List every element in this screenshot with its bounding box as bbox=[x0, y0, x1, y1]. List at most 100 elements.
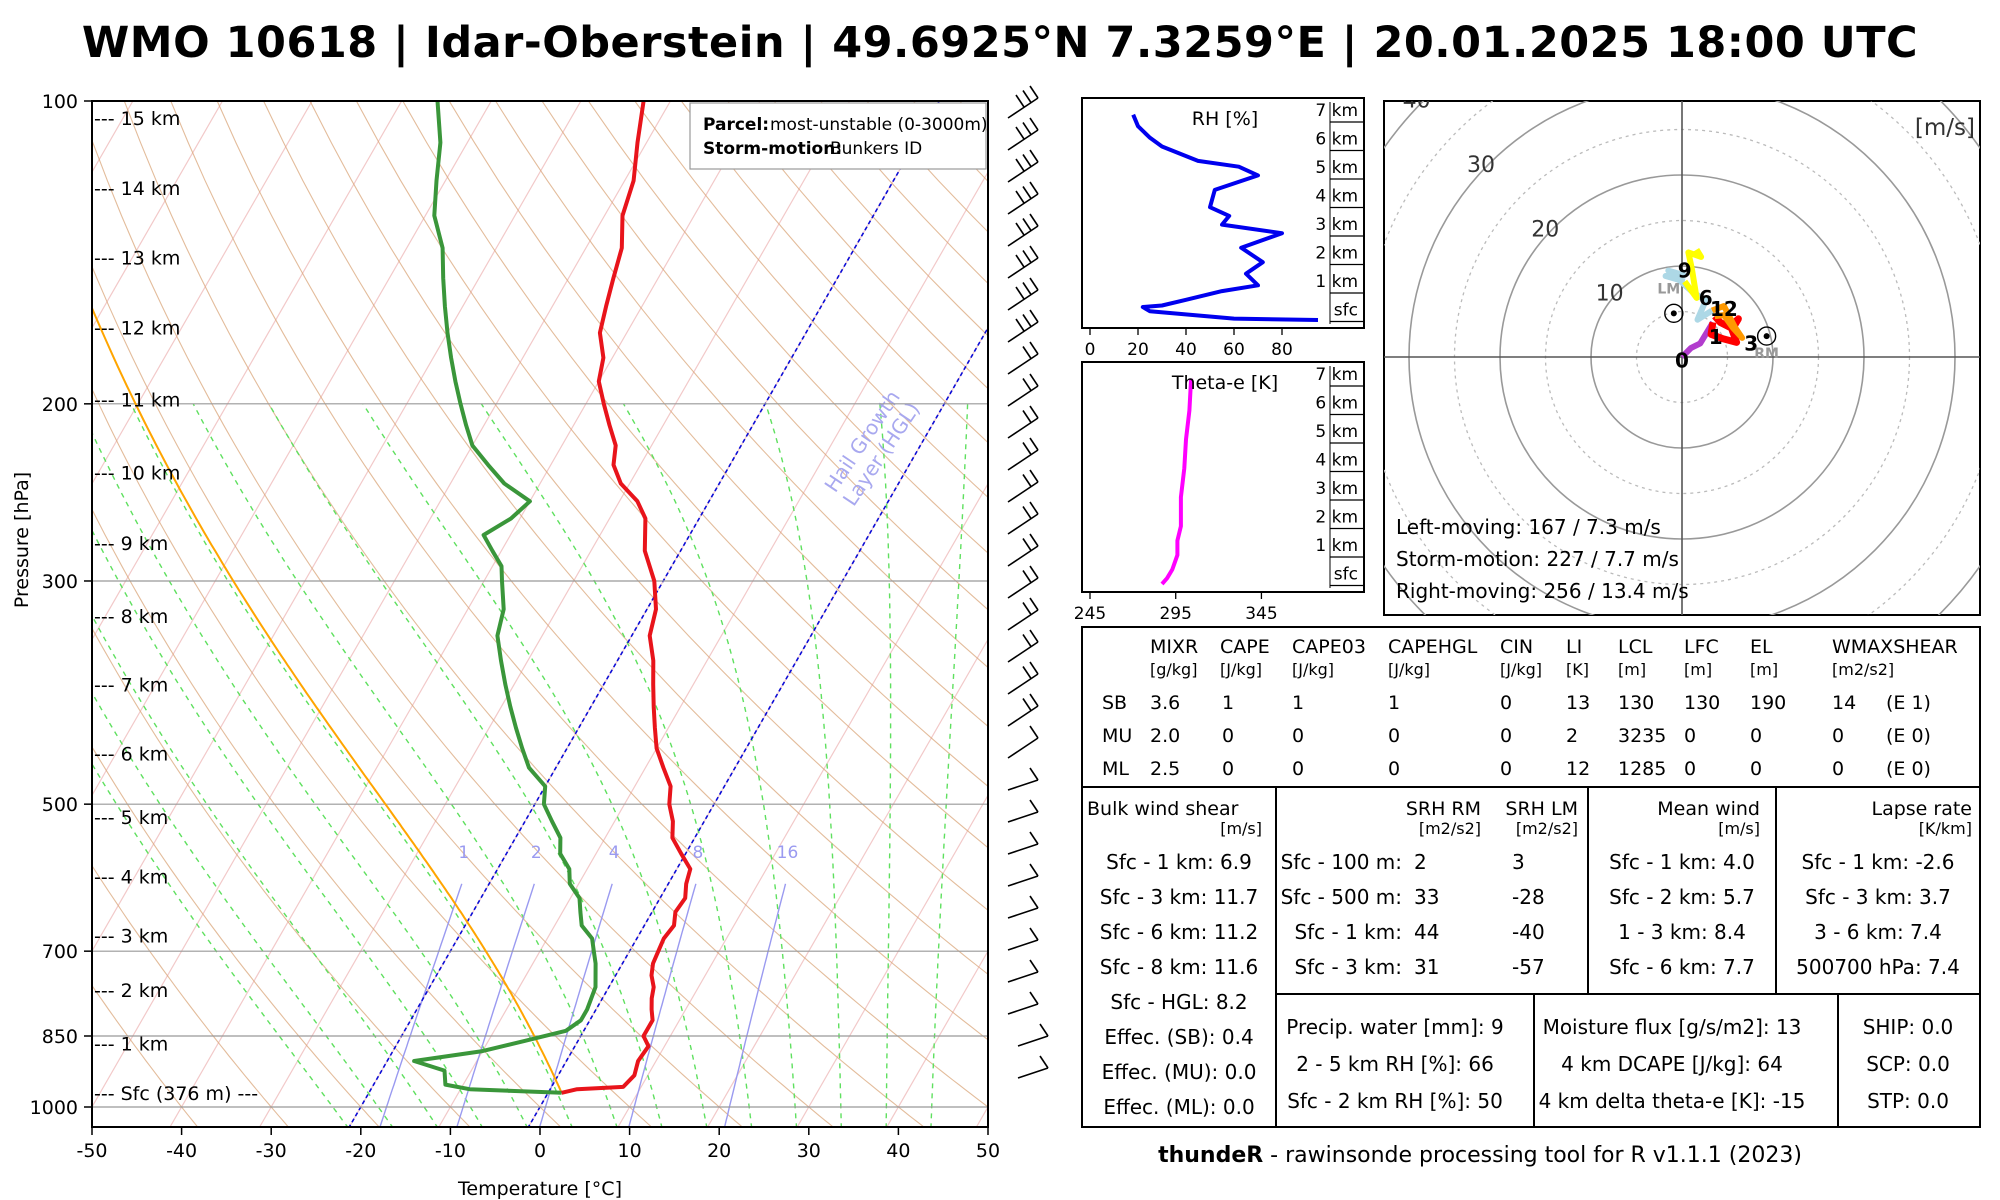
moist-adiabat bbox=[130, 403, 573, 1127]
param-cell: 0 bbox=[1750, 725, 1762, 747]
param-cell: 0 bbox=[1684, 725, 1696, 747]
moist-adiabat bbox=[362, 403, 708, 1127]
param-unit: [m2/s2] bbox=[1832, 660, 1894, 679]
dry-adiabat bbox=[92, 745, 380, 1127]
hodo-line-right: Right-moving: 256 / 13.4 m/s bbox=[1396, 579, 1689, 603]
shear-value: Effec. (ML): 0.0 bbox=[1103, 1095, 1254, 1119]
shear-value: Sfc - 6 km: 11.2 bbox=[1100, 920, 1258, 944]
x-tick-label: -40 bbox=[166, 1140, 197, 1162]
param-header: CAPE bbox=[1220, 636, 1270, 658]
dry-adiabat bbox=[216, 101, 988, 1041]
parcel-legend-box bbox=[689, 102, 987, 170]
srh-label: Sfc - 3 km: bbox=[1294, 955, 1402, 979]
x-axis-label: Temperature [°C] bbox=[457, 1178, 622, 1200]
hodograph-unit: [m/s] bbox=[1915, 115, 1975, 141]
param-cell: 0 bbox=[1292, 725, 1304, 747]
panel-height-label: 5 km bbox=[1315, 422, 1358, 442]
panel-height-label: 2 km bbox=[1315, 244, 1358, 264]
wind-barb bbox=[1007, 213, 1039, 247]
rh-title: RH [%] bbox=[1192, 108, 1258, 130]
wind-barb bbox=[1007, 533, 1039, 567]
moist-adiabat bbox=[480, 403, 753, 1127]
param-cell: SB bbox=[1102, 692, 1127, 714]
height-label: --- 14 km bbox=[94, 178, 180, 200]
panel-x-tick-label: 60 bbox=[1223, 340, 1245, 360]
moisture-flux-value: Moisture flux [g/s/m2]: 13 bbox=[1543, 1015, 1802, 1039]
dry-adiabat bbox=[494, 101, 988, 669]
dry-adiabat bbox=[170, 101, 988, 1108]
isotherm bbox=[706, 638, 988, 1127]
dry-adiabat bbox=[587, 101, 988, 554]
height-label: --- 1 km bbox=[94, 1034, 168, 1056]
dry-adiabat bbox=[92, 627, 471, 1127]
dry-adiabat bbox=[262, 101, 988, 975]
y-tick-label: 1000 bbox=[30, 1097, 78, 1119]
isotherm bbox=[796, 794, 988, 1127]
height-label: --- 10 km bbox=[94, 462, 180, 484]
param-unit: [J/kg] bbox=[1292, 660, 1334, 679]
hodograph-height-mark: 1 bbox=[1709, 325, 1723, 349]
parcel-profile bbox=[92, 305, 563, 1094]
chart-title: WMO 10618 | Idar-Oberstein | 49.6925°N 7… bbox=[81, 18, 1919, 68]
param-cell: 0 bbox=[1222, 758, 1234, 780]
dry-adiabat bbox=[402, 101, 988, 788]
srh-label: Sfc - 500 m: bbox=[1281, 885, 1402, 909]
moist-adiabat bbox=[92, 762, 349, 1127]
param-header: WMAXSHEAR bbox=[1832, 636, 1958, 658]
param-cell: (E 0) bbox=[1886, 758, 1931, 780]
param-cell: 190 bbox=[1750, 692, 1786, 714]
footer-tool: thundeR bbox=[1158, 1143, 1264, 1168]
moist-adiabat bbox=[192, 403, 618, 1127]
param-cell: 2.5 bbox=[1150, 758, 1180, 780]
dewpoint-profile bbox=[412, 101, 598, 1095]
rh-profile bbox=[1131, 113, 1319, 322]
wind-barb bbox=[1007, 341, 1039, 375]
param-cell: 1 bbox=[1222, 692, 1234, 714]
param-unit: [m] bbox=[1684, 660, 1712, 679]
param-cell: MU bbox=[1102, 725, 1132, 747]
height-label: --- 11 km bbox=[94, 389, 180, 411]
wind-barb bbox=[1007, 863, 1039, 887]
mixing-ratio-line bbox=[628, 883, 697, 1127]
param-unit: [K] bbox=[1566, 660, 1589, 679]
x-tick-label: 50 bbox=[976, 1140, 1000, 1162]
srh-rm-unit: [m2/s2] bbox=[1419, 819, 1481, 838]
wind-barb bbox=[1007, 309, 1039, 343]
wind-barb bbox=[1007, 501, 1039, 535]
moist-adiabat bbox=[879, 403, 892, 1127]
panel-height-label: 7 km bbox=[1315, 365, 1358, 385]
wind-barb bbox=[1007, 725, 1039, 759]
isotherm bbox=[617, 482, 988, 1127]
storm-value: Bunkers ID bbox=[830, 139, 922, 159]
panel-height-label: sfc bbox=[1334, 301, 1358, 321]
param-cell: 0 bbox=[1500, 692, 1512, 714]
dry-adiabat bbox=[92, 265, 744, 1127]
param-cell: 0 bbox=[1684, 758, 1696, 780]
param-unit: [J/kg] bbox=[1220, 660, 1262, 679]
param-cell: 1 bbox=[1292, 692, 1304, 714]
param-cell: 12 bbox=[1566, 758, 1590, 780]
shear-value: Sfc - 3 km: 11.7 bbox=[1100, 885, 1258, 909]
param-unit: [g/kg] bbox=[1150, 660, 1197, 679]
hodograph-ring-label: 20 bbox=[1531, 217, 1559, 242]
thetae-frame bbox=[1081, 361, 1365, 593]
srh-lm-header: SRH LM bbox=[1505, 798, 1578, 820]
hodograph-segment bbox=[1710, 303, 1746, 341]
panel-x-tick-label: 0 bbox=[1085, 340, 1096, 360]
shear-unit: [m/s] bbox=[1220, 819, 1262, 838]
storm-motion-marker: RM bbox=[1754, 326, 1779, 362]
panel-height-label: 4 km bbox=[1315, 451, 1358, 471]
param-cell: 0 bbox=[1500, 758, 1512, 780]
wind-barb bbox=[1007, 959, 1039, 983]
param-cell: 0 bbox=[1500, 725, 1512, 747]
mixing-ratio-label: 8 bbox=[692, 843, 703, 863]
param-cell: 0 bbox=[1832, 758, 1844, 780]
wind-barb bbox=[1007, 693, 1039, 727]
wind-barb bbox=[1007, 149, 1039, 183]
height-label: --- 4 km bbox=[94, 866, 168, 888]
wind-barb bbox=[1007, 895, 1039, 919]
hodograph-ring-label: 10 bbox=[1596, 282, 1624, 307]
wind-barb bbox=[1007, 277, 1039, 311]
